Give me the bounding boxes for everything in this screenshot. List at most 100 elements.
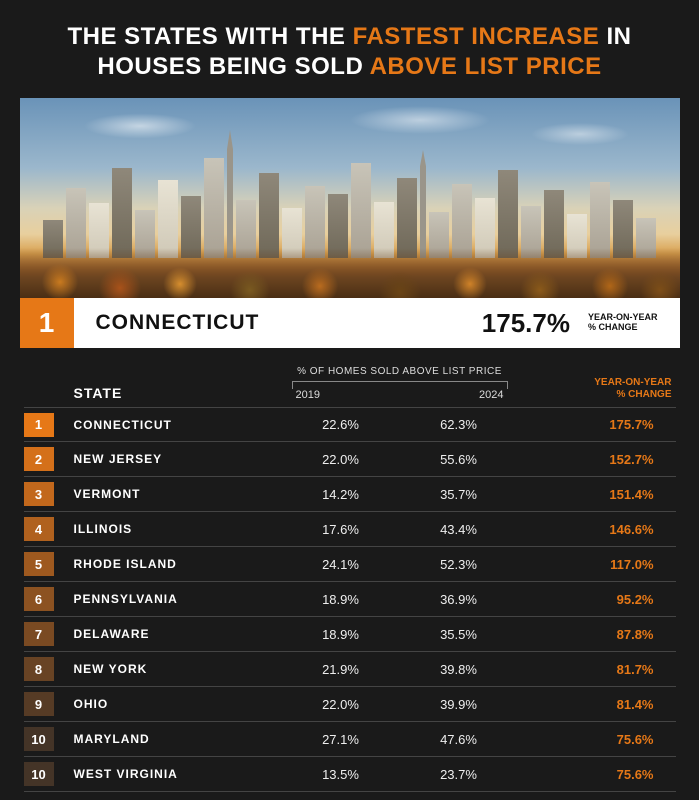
- title-accent-1: FASTEST INCREASE: [353, 23, 600, 50]
- row-yoy: 87.8%: [522, 627, 672, 642]
- row-yoy: 146.6%: [522, 522, 672, 537]
- table-row: 3 VERMONT 14.2% 35.7% 151.4%: [24, 477, 676, 512]
- table: STATE % OF HOMES SOLD ABOVE LIST PRICE 2…: [20, 366, 680, 792]
- building: [204, 158, 224, 258]
- th-yoy-l1: YEAR-ON-YEAR: [522, 377, 672, 389]
- table-row: 2NEW JERSEY22.0%55.6%152.7%: [24, 442, 676, 477]
- th-yoy: YEAR-ON-YEAR % CHANGE: [522, 377, 672, 401]
- row-state: CONNECTICUT: [68, 418, 278, 432]
- row-yoy: 151.4%: [522, 487, 672, 502]
- featured-content: CONNECTICUT 175.7% YEAR-ON-YEAR % CHANGE: [74, 298, 680, 348]
- row-2019: 22.0%: [286, 697, 396, 712]
- row-yoy: 152.7%: [522, 452, 672, 467]
- row-rank: 10: [24, 727, 54, 751]
- building: [259, 173, 279, 258]
- row-2024: 35.5%: [404, 627, 514, 642]
- row-2019: 14.2%: [286, 487, 396, 502]
- row-2019: 22.0%: [286, 452, 396, 467]
- row-state: WEST VIRGINIA: [68, 767, 278, 781]
- row-2019: 18.9%: [286, 592, 396, 607]
- row-rank: 7: [24, 622, 54, 646]
- row-yoy: 95.2%: [522, 592, 672, 607]
- th-2019: 2019: [296, 389, 320, 401]
- row-rank: 10: [24, 762, 54, 786]
- row-2024: 62.3%: [404, 417, 514, 432]
- table-row: 1 CONNECTICUT 22.6% 62.3% 175.7%: [24, 407, 676, 442]
- main-title: THE STATES WITH THE FASTEST INCREASE IN …: [0, 0, 699, 98]
- featured-yoy-l2: % CHANGE: [588, 323, 658, 333]
- row-rank: 4: [24, 517, 54, 541]
- table-header: STATE % OF HOMES SOLD ABOVE LIST PRICE 2…: [24, 366, 676, 407]
- row-state: ILLINOIS: [68, 522, 278, 536]
- table-row: 7 DELAWARE 18.9% 35.5% 87.8%: [24, 617, 676, 652]
- hero-foliage: [20, 248, 680, 298]
- table-body: 1CONNECTICUT22.6%62.3%175.7%2NEW JERSEY2…: [24, 407, 676, 792]
- table-row: 10 MARYLAND 27.1% 47.6% 75.6%: [24, 722, 676, 757]
- row-2019: 21.9%: [286, 662, 396, 677]
- building: [590, 182, 610, 258]
- th-sub: 2019 2024: [286, 386, 514, 401]
- row-2019: 27.1%: [286, 732, 396, 747]
- building: [351, 163, 371, 258]
- building: [452, 184, 472, 258]
- title-accent-2: ABOVE LIST PRICE: [370, 53, 602, 80]
- row-yoy: 175.7%: [522, 417, 672, 432]
- row-rank: 8: [24, 657, 54, 681]
- row-yoy: 81.7%: [522, 662, 672, 677]
- row-state: NEW YORK: [68, 662, 278, 676]
- table-row: 9 OHIO 22.0% 39.9% 81.4%: [24, 687, 676, 722]
- row-2019: 18.9%: [286, 627, 396, 642]
- row-2024: 39.9%: [404, 697, 514, 712]
- row-rank: 5: [24, 552, 54, 576]
- row-state: MARYLAND: [68, 732, 278, 746]
- row-rank: 9: [24, 692, 54, 716]
- row-rank: 2: [24, 447, 54, 471]
- building: [498, 170, 518, 258]
- infographic-container: THE STATES WITH THE FASTEST INCREASE IN …: [0, 0, 699, 800]
- th-state: STATE: [68, 385, 278, 401]
- title-prefix: THE STATES WITH THE: [68, 23, 353, 50]
- featured-state: CONNECTICUT: [96, 311, 464, 335]
- row-state: VERMONT: [68, 487, 278, 501]
- row-2024: 36.9%: [404, 592, 514, 607]
- row-state: OHIO: [68, 697, 278, 711]
- row-2019: 13.5%: [286, 767, 396, 782]
- row-2019: 17.6%: [286, 522, 396, 537]
- th-group-label: % OF HOMES SOLD ABOVE LIST PRICE: [286, 366, 514, 381]
- table-row: 8 NEW YORK 21.9% 39.8% 81.7%: [24, 652, 676, 687]
- featured-pct: 175.7%: [482, 308, 570, 339]
- table-row: 10 WEST VIRGINIA 13.5% 23.7% 75.6%: [24, 757, 676, 792]
- featured-bar: 1 CONNECTICUT 175.7% YEAR-ON-YEAR % CHAN…: [20, 298, 680, 348]
- featured-rank: 1: [20, 298, 74, 348]
- featured-yoy-label: YEAR-ON-YEAR % CHANGE: [588, 313, 658, 333]
- row-yoy: 75.6%: [522, 732, 672, 747]
- row-2024: 39.8%: [404, 662, 514, 677]
- row-yoy: 117.0%: [522, 557, 672, 572]
- row-2024: 55.6%: [404, 452, 514, 467]
- row-yoy: 81.4%: [522, 697, 672, 712]
- row-2019: 24.1%: [286, 557, 396, 572]
- row-yoy: 75.6%: [522, 767, 672, 782]
- row-rank: 3: [24, 482, 54, 506]
- row-2019: 22.6%: [286, 417, 396, 432]
- th-2024: 2024: [479, 389, 503, 401]
- row-state: DELAWARE: [68, 627, 278, 641]
- hero-image: [20, 98, 680, 298]
- spire: [420, 150, 426, 258]
- th-yoy-l2: % CHANGE: [522, 389, 672, 401]
- table-row: 5RHODE ISLAND24.1%52.3%117.0%: [24, 547, 676, 582]
- row-2024: 52.3%: [404, 557, 514, 572]
- row-rank: 6: [24, 587, 54, 611]
- table-row: 4 ILLINOIS 17.6% 43.4% 146.6%: [24, 512, 676, 547]
- spire: [227, 130, 233, 258]
- building: [397, 178, 417, 258]
- row-2024: 23.7%: [404, 767, 514, 782]
- th-group: % OF HOMES SOLD ABOVE LIST PRICE 2019 20…: [286, 366, 514, 401]
- row-2024: 43.4%: [404, 522, 514, 537]
- building: [158, 180, 178, 258]
- row-2024: 47.6%: [404, 732, 514, 747]
- row-rank: 1: [24, 413, 54, 437]
- table-row: 6 PENNSYLVANIA 18.9% 36.9% 95.2%: [24, 582, 676, 617]
- row-state: PENNSYLVANIA: [68, 592, 278, 606]
- row-2024: 35.7%: [404, 487, 514, 502]
